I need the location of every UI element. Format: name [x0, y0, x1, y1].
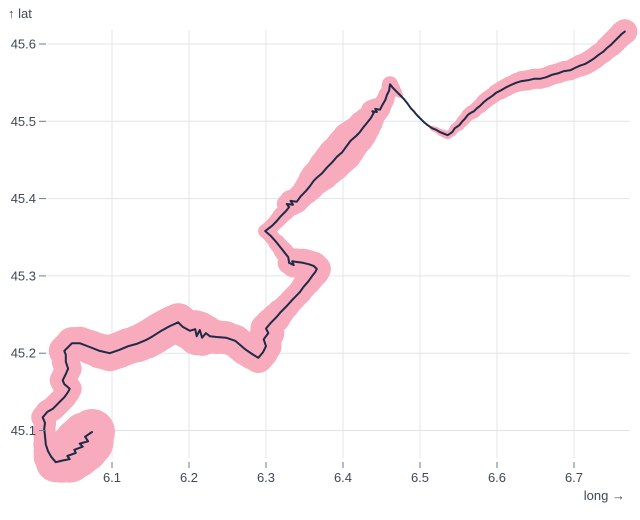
- accuracy-band-layer: [31, 19, 638, 483]
- x-tick-label: 6.5: [411, 470, 429, 485]
- track-line: [41, 30, 626, 464]
- y-tick-label: 45.6: [11, 37, 36, 52]
- y-tick-label: 45.2: [11, 346, 36, 361]
- x-axis-label: long →: [584, 488, 625, 503]
- ticks-layer: 45.1 45.2 45.3 45.4 45.5 45.6 6.1 6.2 6.3 6.4 6.5 6…: [11, 37, 583, 486]
- y-tick-label: 45.5: [11, 114, 36, 129]
- x-tick-label: 6.3: [257, 470, 275, 485]
- x-tick-label: 6.6: [488, 470, 506, 485]
- grid-layer: [47, 30, 630, 458]
- y-tick-label: 45.4: [11, 191, 36, 206]
- y-tick-label: 45.3: [11, 268, 36, 283]
- track-layer: [41, 30, 626, 464]
- y-axis-label: ↑ lat: [8, 6, 32, 21]
- y-tick-label: 45.1: [11, 423, 36, 438]
- x-tick-label: 6.7: [565, 470, 583, 485]
- x-tick-label: 6.4: [334, 470, 352, 485]
- x-tick-label: 6.1: [103, 470, 121, 485]
- x-tick-label: 6.2: [180, 470, 198, 485]
